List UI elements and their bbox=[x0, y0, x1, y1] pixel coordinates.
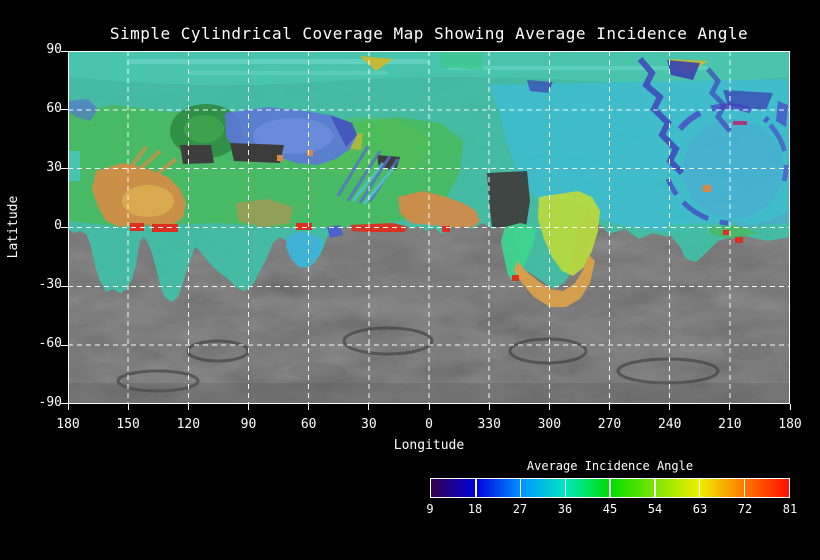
x-tick-label: 90 bbox=[240, 417, 257, 432]
colorbar-tick-label: 18 bbox=[467, 502, 483, 516]
colorbar-tick-label: 9 bbox=[426, 502, 434, 516]
x-tick-mark bbox=[548, 404, 550, 410]
x-tick-mark bbox=[308, 404, 310, 410]
y-tick-mark bbox=[61, 285, 68, 287]
x-tick-label: 60 bbox=[300, 417, 317, 432]
y-tick-mark bbox=[61, 226, 68, 228]
x-tick-mark bbox=[669, 404, 671, 410]
colorbar-divider bbox=[654, 479, 656, 497]
x-tick-mark bbox=[127, 404, 129, 410]
x-tick-mark bbox=[187, 404, 189, 410]
colorbar-tick-label: 63 bbox=[692, 502, 708, 516]
colorbar-tick-label: 54 bbox=[647, 502, 663, 516]
colorbar-divider bbox=[698, 479, 701, 497]
colorbar bbox=[430, 478, 790, 498]
y-tick-mark bbox=[61, 50, 68, 52]
x-tick-label: 180 bbox=[56, 417, 80, 432]
colorbar-divider bbox=[475, 479, 477, 497]
colorbar-tick-label: 27 bbox=[512, 502, 528, 516]
x-tick-mark bbox=[67, 404, 69, 410]
colorbar-tick-label: 45 bbox=[602, 502, 618, 516]
x-tick-label: 120 bbox=[176, 417, 201, 432]
x-tick-mark bbox=[609, 404, 611, 410]
navy-zigzag bbox=[637, 57, 685, 176]
x-tick-label: 300 bbox=[537, 417, 562, 432]
red-specks bbox=[130, 223, 743, 281]
x-tick-label: 0 bbox=[425, 417, 433, 432]
map-plot-area bbox=[68, 51, 790, 404]
x-tick-mark bbox=[729, 404, 731, 410]
y-tick-mark bbox=[61, 109, 68, 111]
y-tick-label: -30 bbox=[38, 277, 62, 293]
x-tick-mark bbox=[248, 404, 249, 410]
colorbar-tick-label: 36 bbox=[557, 502, 573, 516]
x-tick-label: 270 bbox=[597, 417, 622, 432]
gridlines bbox=[68, 51, 790, 404]
x-tick-label: 180 bbox=[778, 417, 802, 432]
colorbar-tick-label: 81 bbox=[782, 502, 798, 516]
x-tick-label: 30 bbox=[361, 417, 377, 432]
coverage-map bbox=[68, 51, 790, 404]
y-tick-mark bbox=[61, 168, 68, 170]
y-tick-label: -60 bbox=[38, 336, 62, 352]
colorbar-divider bbox=[743, 479, 745, 497]
y-tick-label: -90 bbox=[38, 394, 62, 410]
y-tick-mark bbox=[61, 403, 68, 405]
y-tick-label: 0 bbox=[54, 218, 62, 234]
x-tick-label: 210 bbox=[718, 417, 742, 432]
colorbar-divider bbox=[609, 479, 611, 497]
x-axis-title: Longitude bbox=[393, 438, 465, 453]
colorbar-tick-label: 72 bbox=[737, 502, 753, 516]
plot-frame bbox=[68, 51, 790, 404]
y-tick-mark bbox=[61, 344, 68, 346]
x-tick-label: 240 bbox=[657, 417, 682, 432]
colorbar-divider bbox=[564, 479, 566, 497]
x-tick-mark bbox=[789, 404, 791, 410]
y-tick-label: 60 bbox=[46, 100, 62, 116]
y-tick-label: 90 bbox=[46, 42, 62, 57]
x-tick-mark bbox=[488, 404, 490, 410]
x-tick-label: 330 bbox=[477, 417, 501, 432]
y-tick-label: 30 bbox=[46, 159, 62, 175]
x-tick-mark bbox=[368, 404, 370, 410]
x-tick-mark bbox=[428, 404, 430, 410]
x-tick-label: 150 bbox=[116, 417, 140, 432]
colorbar-title: Average Incidence Angle bbox=[526, 459, 694, 473]
figure-title: Simple Cylindrical Coverage Map Showing … bbox=[109, 24, 749, 43]
colorbar-divider bbox=[519, 479, 522, 497]
